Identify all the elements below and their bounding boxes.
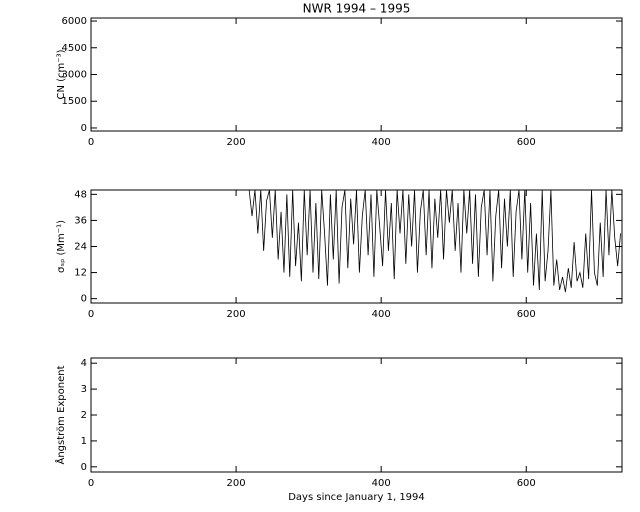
y-tick-label: 3 [81, 384, 87, 395]
x-tick-label: 600 [517, 478, 536, 489]
x-tick-label: 600 [517, 309, 536, 320]
x-tick-label: 0 [88, 478, 94, 489]
plot-frame [90, 17, 623, 132]
y-tick-label: 1500 [62, 96, 87, 107]
x-tick-label: 200 [227, 309, 246, 320]
y-tick-label: 4500 [62, 43, 87, 54]
y-tick-label: 0 [81, 294, 87, 305]
y-tick-label: 12 [74, 268, 87, 279]
x-tick-label: 400 [372, 137, 391, 148]
y-tick-label: 36 [74, 215, 87, 226]
y-axis-label: Ångström Exponent [54, 365, 67, 464]
y-tick-label: 24 [74, 242, 87, 253]
y-tick-label: 4 [81, 358, 87, 369]
x-tick-label: 0 [88, 137, 94, 148]
x-tick-label: 600 [517, 137, 536, 148]
y-tick-label: 2 [81, 410, 87, 421]
x-tick-label: 400 [372, 478, 391, 489]
x-tick-label: 400 [372, 309, 391, 320]
y-tick-label: 0 [81, 462, 87, 473]
y-tick-label: 1 [81, 436, 87, 447]
y-tick-label: 0 [81, 123, 87, 134]
x-tick-label: 0 [88, 309, 94, 320]
plot-frame [90, 357, 623, 473]
panel: Days since January 1, 1994 Ångström Expon… [54, 357, 623, 503]
y-axis-label: CN (cm⁻³) [56, 49, 67, 99]
y-tick-label: 48 [74, 189, 87, 200]
y-tick-label: 6000 [62, 16, 87, 27]
y-axis-label: σₛₚ (Mm⁻¹) [56, 220, 67, 273]
chart-title: NWR 1994 – 1995 [303, 2, 411, 16]
data-line [248, 190, 621, 293]
x-tick-label: 200 [227, 137, 246, 148]
x-axis-label: Days since January 1, 1994 [288, 492, 425, 503]
y-tick-label: 3000 [62, 70, 87, 81]
panel: σₛₚ (Mm⁻¹) 0 200 400 600 0 12 24 36 48 [56, 189, 623, 320]
x-tick-label: 200 [227, 478, 246, 489]
